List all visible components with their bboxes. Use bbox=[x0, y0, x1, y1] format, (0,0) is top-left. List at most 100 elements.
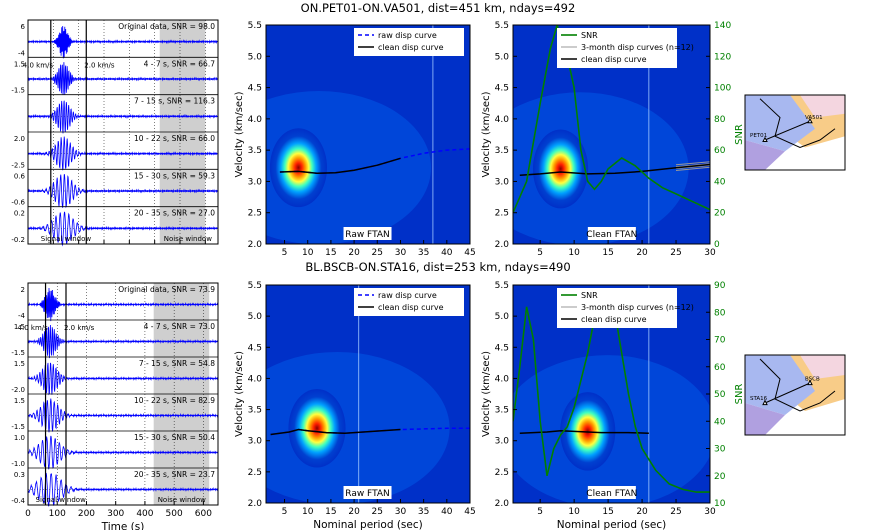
heatmap-hotspot bbox=[269, 128, 328, 208]
y-tick-label: 4.0 bbox=[495, 374, 510, 384]
panel-label: Clean FTAN bbox=[586, 230, 637, 240]
y-tick-label: 3.5 bbox=[248, 146, 262, 156]
y-axis-label: Velocity (km/sec) bbox=[481, 91, 492, 177]
y2-tick-label: 70 bbox=[714, 336, 726, 346]
panel-frame bbox=[27, 282, 219, 506]
row-label: 20 - 35 s, SNR = 27.0 bbox=[134, 209, 215, 218]
x-tick-label: 40 bbox=[441, 507, 453, 517]
row-tick-top: 1.5 bbox=[14, 397, 25, 405]
legend-label: clean disp curve bbox=[581, 55, 647, 64]
signal-window-label: Signal window bbox=[36, 496, 87, 504]
x-tick-label: 15 bbox=[602, 507, 613, 517]
waveform-trace bbox=[27, 398, 219, 433]
y2-tick-label: 20 bbox=[714, 472, 726, 482]
station-marker bbox=[762, 136, 768, 142]
legend-label: SNR bbox=[581, 291, 598, 300]
heatmap-glow bbox=[266, 91, 432, 244]
x-tick-label: 0 bbox=[25, 509, 31, 519]
row-label: Original data, SNR = 73.9 bbox=[118, 285, 215, 294]
x-tick-label: 20 bbox=[348, 248, 360, 258]
y2-tick-label: 80 bbox=[714, 115, 726, 125]
legend-box bbox=[354, 288, 464, 316]
row-tick-top: 1.5 bbox=[14, 60, 25, 68]
row-tick-top: 2 bbox=[21, 286, 25, 294]
x-axis-label: Nominal period (sec) bbox=[313, 519, 422, 530]
x-tick-label: 15 bbox=[602, 248, 613, 258]
x-tick-label: 100 bbox=[49, 509, 66, 519]
y-tick-label: 5.0 bbox=[495, 312, 510, 322]
panel-frame bbox=[265, 24, 471, 245]
y2-tick-label: 90 bbox=[714, 281, 726, 291]
y-tick-label: 3.5 bbox=[495, 146, 509, 156]
ftan-panel: Raw FTAN raw disp curve clean disp curve 5 1… bbox=[234, 21, 476, 258]
station-marker bbox=[807, 379, 813, 386]
signal-window-label: Signal window bbox=[41, 235, 92, 243]
waveform-trace bbox=[27, 435, 219, 470]
y-tick-label: 3.0 bbox=[248, 177, 263, 187]
heatmap-content bbox=[513, 285, 710, 503]
map-inset: BSCB STA16 bbox=[744, 354, 846, 436]
y-axis-label: Velocity (km/sec) bbox=[481, 351, 492, 437]
x-tick-label: 25 bbox=[372, 248, 383, 258]
y2-tick-label: 30 bbox=[714, 445, 726, 455]
waveform-trace bbox=[27, 362, 219, 396]
x-tick-label: 30 bbox=[395, 248, 407, 258]
map-label: BSCB bbox=[805, 377, 820, 383]
y2-tick-label: 140 bbox=[714, 21, 731, 31]
waveform-trace bbox=[27, 472, 218, 507]
panel-label-box bbox=[343, 486, 392, 499]
x-axis-label: Nominal period (sec) bbox=[557, 519, 666, 530]
velocity-label-slow: 2.0 km/s bbox=[84, 61, 115, 69]
y-tick-label: 2.0 bbox=[248, 499, 263, 509]
x-tick-label: 400 bbox=[136, 509, 153, 519]
legend-label: raw disp curve bbox=[378, 291, 437, 300]
panel-label-box bbox=[587, 486, 636, 499]
row-tick-top: 0.6 bbox=[14, 172, 26, 180]
ftan-panel: 0 20 40 60 80 100 120 140 SNR Clean FTAN SNR 3-mont… bbox=[481, 21, 745, 258]
y-tick-label: 2.5 bbox=[248, 209, 262, 219]
clean-disp-curve bbox=[279, 157, 401, 175]
y2-tick-label: 60 bbox=[714, 146, 726, 156]
row-tick-bottom: -1.5 bbox=[11, 349, 25, 357]
clean-disp-curve bbox=[519, 163, 710, 176]
row-tick-bottom: -1.5 bbox=[11, 423, 25, 431]
y-tick-label: 3.5 bbox=[495, 406, 509, 416]
x-tick-label: 5 bbox=[282, 507, 288, 517]
heatmap-content bbox=[266, 25, 470, 244]
x-tick-label: 10 bbox=[568, 507, 580, 517]
x-tick-label: 30 bbox=[704, 507, 716, 517]
seismogram-panel: Original data, SNR = 98.0 6 -4 4 - 7 s, SNR… bbox=[11, 19, 219, 247]
y-tick-label: 2.0 bbox=[248, 240, 263, 250]
title-bottom: BL.BSCB-ON.STA16, dist=253 km, ndays=490 bbox=[305, 260, 570, 274]
clean-disp-curve bbox=[270, 428, 401, 436]
legend-label: raw disp curve bbox=[378, 31, 437, 40]
row-label: 10 - 22 s, SNR = 82.9 bbox=[134, 396, 215, 405]
y-tick-label: 2.5 bbox=[495, 209, 509, 219]
row-tick-bottom: -0.2 bbox=[11, 236, 25, 244]
x-tick-label: 30 bbox=[395, 507, 407, 517]
map-frame bbox=[744, 94, 846, 171]
row-tick-top: 0.3 bbox=[14, 471, 25, 479]
x-tick-label: 35 bbox=[418, 248, 429, 258]
heatmap-hotspot bbox=[532, 129, 589, 209]
panel-frame bbox=[512, 24, 711, 245]
row-tick-top: 6 bbox=[21, 23, 26, 31]
x-tick-label: 20 bbox=[636, 248, 648, 258]
legend-label: clean disp curve bbox=[378, 303, 444, 312]
y-tick-label: 2.0 bbox=[495, 240, 510, 250]
panel-frame bbox=[265, 284, 471, 504]
y2-axis-label: SNR bbox=[734, 124, 745, 145]
x-tick-label: 500 bbox=[166, 509, 183, 519]
map-region-purple bbox=[745, 140, 785, 170]
x-tick-label: 25 bbox=[670, 507, 681, 517]
y-tick-label: 5.5 bbox=[495, 281, 509, 291]
panel-frame bbox=[512, 284, 711, 504]
y-tick-label: 5.5 bbox=[495, 21, 509, 31]
waveform-trace bbox=[27, 174, 219, 209]
legend-label: 3-month disp curves (n=12) bbox=[581, 303, 694, 312]
waveform-trace bbox=[27, 25, 219, 59]
row-label: 4 - 7 s, SNR = 66.7 bbox=[144, 59, 216, 68]
panel-label-box bbox=[343, 227, 392, 240]
map-region-blue bbox=[745, 95, 815, 152]
